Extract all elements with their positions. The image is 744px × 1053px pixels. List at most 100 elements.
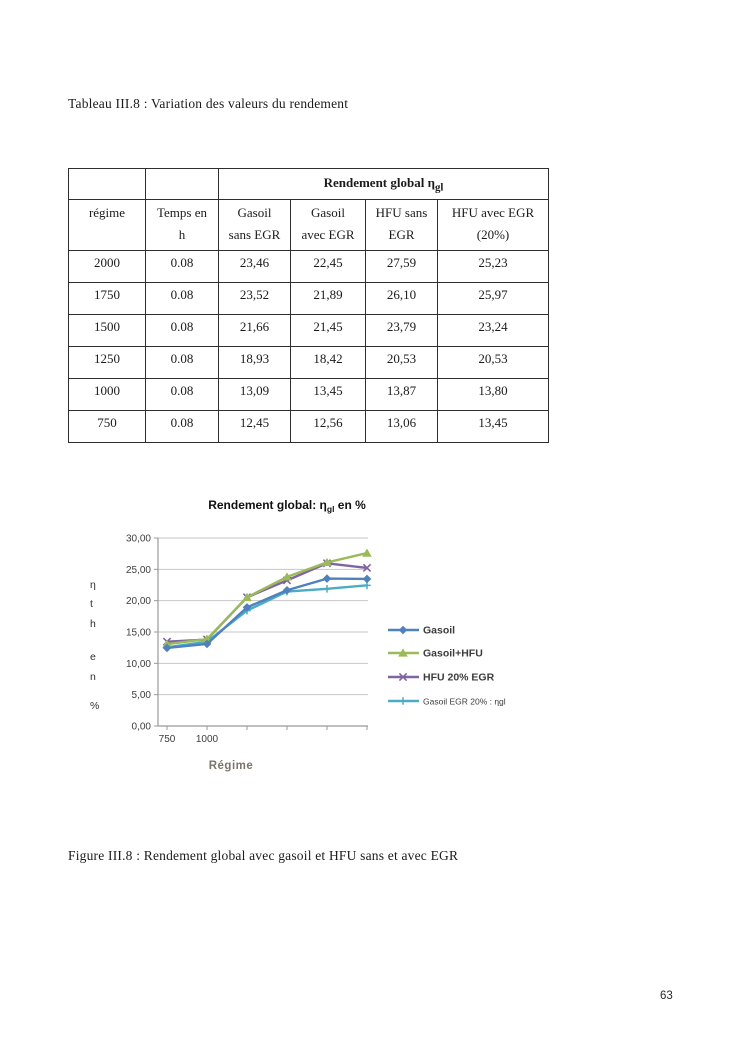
table-cell: 21,89 — [290, 282, 366, 315]
table-cell: 13,09 — [218, 378, 291, 411]
table-span-header-row: Rendement global ηgl — [68, 168, 550, 200]
span-title-sub: gl — [434, 181, 444, 194]
empty-cell — [145, 168, 219, 200]
rendement-chart: 0,00 5,00 10,00 15,00 20,00 25,00 30,00 750 1000… — [85, 488, 565, 793]
series-marker — [362, 574, 372, 584]
table-cell: 21,66 — [218, 314, 291, 347]
series-marker — [362, 563, 372, 573]
col-header-temps: Temps en h — [145, 199, 219, 251]
table-row: 1250 0.08 18,93 18,42 20,53 20,53 — [68, 346, 550, 379]
table-cell: 22,45 — [290, 250, 366, 283]
table-cell: 13,80 — [436, 378, 550, 411]
table-cell: 12,45 — [218, 410, 291, 443]
series-marker — [322, 574, 332, 583]
table-row: 750 0.08 12,45 12,56 13,06 13,45 — [68, 410, 550, 443]
table-cell: 23,52 — [218, 282, 291, 315]
series-line-hfu-20-egr — [165, 562, 369, 643]
series-marker — [323, 585, 331, 593]
legend-label: HFU 20% EGR — [423, 672, 495, 684]
legend-label: Gasoil — [423, 625, 455, 637]
series-marker — [282, 572, 292, 581]
table-cell: 13,06 — [365, 410, 438, 443]
y-axis-label-char: h — [90, 618, 96, 630]
series-marker — [362, 548, 372, 557]
table-row: 1500 0.08 21,66 21,45 23,79 23,24 — [68, 314, 550, 347]
series-marker — [202, 639, 212, 649]
table-cell: 0.08 — [145, 282, 219, 315]
empty-cell — [68, 168, 146, 200]
table-cell: 13,87 — [365, 378, 438, 411]
y-tick-label: 10,00 — [126, 659, 151, 670]
col-header-hfu-sans-egr: HFU sans EGR — [365, 199, 438, 251]
legend-label: Gasoil+HFU — [423, 648, 483, 660]
table-cell: 1750 — [68, 282, 146, 315]
table-cell: 0.08 — [145, 346, 219, 379]
table-span-header: Rendement global ηgl — [217, 168, 550, 200]
table-cell: 20,53 — [436, 346, 550, 379]
table-cell: 27,59 — [365, 250, 438, 283]
table-row: 2000 0.08 23,46 22,45 27,59 25,23 — [68, 250, 550, 283]
y-axis-label-char: t — [90, 598, 93, 610]
x-axis-label: Régime — [209, 760, 254, 772]
col-header-gasoil-sans-egr: Gasoil sans EGR — [218, 199, 291, 251]
table-body: 2000 0.08 23,46 22,45 27,59 25,23 1750 0.08 23,5… — [68, 250, 550, 443]
table-cell: 26,10 — [365, 282, 438, 315]
chart-svg: 0,00 5,00 10,00 15,00 20,00 25,00 30,00 750 1000… — [90, 498, 506, 772]
rendement-table: Rendement global ηgl régime Temps en h Ga… — [68, 168, 550, 443]
table-cell: 25,23 — [436, 250, 550, 283]
table-cell: 13,45 — [436, 410, 550, 443]
chart-title: Rendement global: ηgl en % — [208, 498, 366, 514]
table-cell: 18,42 — [290, 346, 366, 379]
table-row: 1000 0.08 13,09 13,45 13,87 13,80 — [68, 378, 550, 411]
series-marker — [398, 672, 408, 682]
table-column-header-row: régime Temps en h Gasoil sans EGR Gasoil av… — [68, 199, 550, 251]
table-cell: 13,45 — [290, 378, 366, 411]
table-cell: 21,45 — [290, 314, 366, 347]
col-header-hfu-avec-egr: HFU avec EGR (20%) — [436, 199, 550, 251]
y-axis-label-char: % — [90, 700, 99, 712]
y-tick-label: 25,00 — [126, 565, 151, 576]
series-marker — [398, 625, 408, 635]
table-cell: 0.08 — [145, 250, 219, 283]
table-cell: 1000 — [68, 378, 146, 411]
series-marker — [162, 639, 172, 648]
table-caption: Tableau III.8 : Variation des valeurs du… — [68, 96, 349, 111]
table-cell: 750 — [68, 410, 146, 443]
y-tick-label: 0,00 — [132, 722, 152, 733]
page-number: 63 — [660, 990, 673, 1002]
table-cell: 20,53 — [365, 346, 438, 379]
table-cell: 0.08 — [145, 314, 219, 347]
table-cell: 23,79 — [365, 314, 438, 347]
series-marker — [242, 603, 252, 612]
y-axis-label-char: η — [90, 579, 96, 591]
col-header-gasoil-avec-egr: Gasoil avec EGR — [290, 199, 366, 251]
series-marker — [398, 648, 408, 657]
table-row: 1750 0.08 23,52 21,89 26,10 25,97 — [68, 282, 550, 315]
series-line-gasoil — [165, 577, 369, 650]
y-axis-label-char: e — [90, 651, 96, 663]
table-cell: 12,56 — [290, 410, 366, 443]
col-header-regime: régime — [68, 199, 146, 251]
series-marker — [162, 643, 172, 653]
y-tick-label: 30,00 — [126, 534, 151, 545]
table-cell: 23,24 — [436, 314, 550, 347]
series-marker — [242, 592, 252, 601]
table-cell: 0.08 — [145, 378, 219, 411]
x-tick-label: 750 — [159, 734, 176, 745]
series-marker — [282, 585, 292, 595]
series-marker — [399, 697, 407, 705]
y-axis-label-char: n — [90, 671, 96, 683]
span-title: Rendement global η — [323, 174, 435, 190]
y-tick-label: 20,00 — [126, 596, 151, 607]
table-cell: 1250 — [68, 346, 146, 379]
table-cell: 2000 — [68, 250, 146, 283]
figure-caption: Figure III.8 : Rendement global avec gas… — [68, 848, 459, 863]
table-cell: 23,46 — [218, 250, 291, 283]
x-tick-label: 1000 — [196, 734, 219, 745]
table-cell: 25,97 — [436, 282, 550, 315]
legend-label: Gasoil EGR 20% : ηgl — [423, 697, 506, 707]
y-tick-label: 5,00 — [132, 690, 152, 701]
series-line-gasoil-egr-20-gl — [165, 584, 369, 649]
table-cell: 1500 — [68, 314, 146, 347]
